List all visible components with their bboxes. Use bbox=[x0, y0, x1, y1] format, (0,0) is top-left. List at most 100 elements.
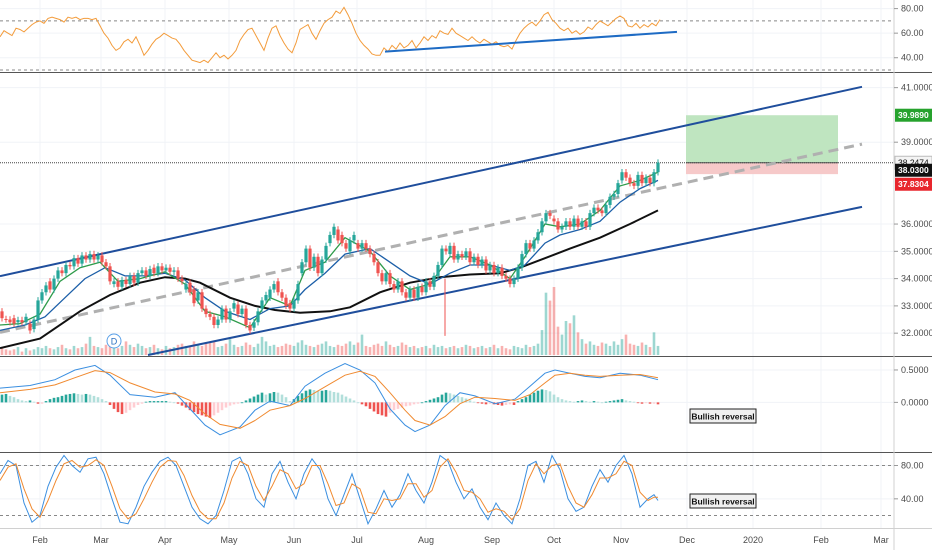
candle-body bbox=[436, 264, 440, 276]
candle-body bbox=[484, 259, 488, 271]
candle-body bbox=[628, 177, 632, 184]
candle-body bbox=[340, 234, 344, 244]
volume-bar bbox=[284, 343, 288, 355]
volume-bar bbox=[244, 342, 248, 355]
candle-body bbox=[196, 292, 200, 301]
macd-histogram-bar bbox=[316, 390, 320, 403]
candle-body bbox=[292, 300, 296, 309]
stochastic-note-text: Bullish reversal bbox=[691, 497, 754, 507]
macd-histogram-bar bbox=[584, 401, 588, 403]
macd-histogram-bar bbox=[68, 393, 72, 403]
volume-bar bbox=[300, 340, 304, 355]
macd-histogram-bar bbox=[448, 393, 452, 403]
time-axis-label: Mar bbox=[873, 535, 889, 545]
macd-histogram-bar bbox=[108, 402, 112, 405]
rsi-trendline[interactable] bbox=[384, 30, 678, 53]
stochastic-pane[interactable]: Bullish reversal bbox=[0, 454, 894, 526]
candle-body bbox=[504, 275, 508, 279]
macd-histogram-bar bbox=[624, 400, 628, 403]
time-axis-label: Sep bbox=[484, 535, 500, 545]
volume-bar bbox=[460, 347, 464, 355]
candle-body bbox=[524, 243, 528, 255]
candle-body bbox=[128, 275, 132, 285]
volume-bar bbox=[652, 332, 656, 355]
macd-histogram-bar bbox=[24, 401, 28, 403]
candle-body bbox=[112, 281, 116, 285]
long-position-tool[interactable] bbox=[686, 115, 838, 175]
candle-body bbox=[352, 234, 356, 241]
macd-histogram-bar bbox=[616, 399, 620, 403]
volume-bar bbox=[252, 347, 256, 355]
macd-histogram-bar bbox=[304, 390, 308, 403]
price-pane[interactable]: D bbox=[0, 85, 894, 356]
candle-body bbox=[80, 255, 84, 264]
axis-tick-label: 32.0000 bbox=[901, 328, 932, 338]
macd-note[interactable]: Bullish reversal bbox=[689, 408, 757, 424]
macd-histogram-bar bbox=[72, 393, 76, 403]
candle-body bbox=[516, 267, 520, 279]
candle-body bbox=[208, 314, 212, 317]
volume-bar bbox=[48, 348, 52, 355]
axis-tick-label: 40.00 bbox=[901, 53, 924, 63]
candle-body bbox=[396, 281, 400, 290]
channel-mid-line[interactable] bbox=[0, 142, 863, 334]
candle-body bbox=[408, 289, 412, 298]
candle-body bbox=[560, 226, 564, 230]
candle-body bbox=[300, 262, 304, 274]
candle-body bbox=[640, 174, 644, 184]
macd-signal-line bbox=[0, 370, 659, 429]
macd-histogram-bar bbox=[244, 400, 248, 403]
stochastic-note[interactable]: Bullish reversal bbox=[689, 493, 757, 509]
channel-lower-line[interactable] bbox=[147, 205, 863, 356]
macd-histogram-bar bbox=[500, 402, 504, 406]
volume-bar bbox=[540, 330, 544, 355]
macd-histogram-bar bbox=[56, 397, 60, 403]
macd-histogram-bar bbox=[16, 399, 20, 403]
stop-zone bbox=[686, 162, 838, 175]
volume-bar bbox=[304, 344, 308, 355]
axis-tick-label: 39.0000 bbox=[901, 137, 932, 147]
volume-bar bbox=[112, 347, 116, 355]
macd-histogram-bar bbox=[512, 402, 516, 405]
volume-bar bbox=[156, 348, 160, 355]
volume-bar bbox=[504, 348, 508, 355]
candle-body bbox=[612, 194, 616, 197]
time-axis-label: Mar bbox=[93, 535, 109, 545]
macd-histogram-bar bbox=[432, 398, 436, 403]
macd-histogram-bar bbox=[20, 400, 24, 403]
rsi-pane[interactable] bbox=[0, 6, 894, 71]
volume-bar bbox=[620, 339, 624, 355]
candle-body bbox=[312, 256, 316, 268]
candle-body bbox=[648, 177, 652, 184]
volume-bar bbox=[380, 345, 384, 355]
macd-histogram-bar bbox=[632, 401, 636, 403]
macd-pane[interactable]: Bullish reversal bbox=[0, 362, 894, 436]
candle-body bbox=[368, 248, 372, 255]
target-zone bbox=[686, 115, 838, 163]
macd-histogram-bar bbox=[600, 402, 604, 404]
volume-bar bbox=[444, 348, 448, 355]
price-axis[interactable]: 80.00 60.00 40.00 41.0000 39.0000 36.0000 35.0… bbox=[893, 0, 932, 550]
volume-bar bbox=[484, 348, 488, 355]
candle-body bbox=[624, 172, 628, 178]
volume-bar bbox=[328, 345, 332, 355]
stop-price-tag: 37.8304 bbox=[895, 177, 932, 191]
time-axis[interactable]: Feb Mar Apr May Jun Jul Aug Sep Oct Nov Dec 2020 Feb… bbox=[0, 528, 932, 546]
candle-body bbox=[84, 255, 88, 260]
volume-bar bbox=[548, 300, 552, 355]
candle-body bbox=[76, 258, 80, 264]
candle-body bbox=[136, 273, 140, 283]
dividend-marker[interactable]: D bbox=[106, 333, 122, 349]
macd-histogram-bar bbox=[408, 402, 412, 406]
candle-body bbox=[636, 174, 640, 186]
volume-bar bbox=[280, 345, 284, 355]
candle-body bbox=[96, 255, 100, 260]
macd-histogram-bar bbox=[4, 393, 8, 403]
candle-body bbox=[536, 232, 540, 241]
volume-bar bbox=[452, 345, 456, 355]
volume-bar bbox=[512, 345, 516, 355]
candle-body bbox=[24, 316, 28, 323]
channel-upper-line[interactable] bbox=[0, 85, 863, 278]
volume-bar bbox=[264, 341, 268, 355]
